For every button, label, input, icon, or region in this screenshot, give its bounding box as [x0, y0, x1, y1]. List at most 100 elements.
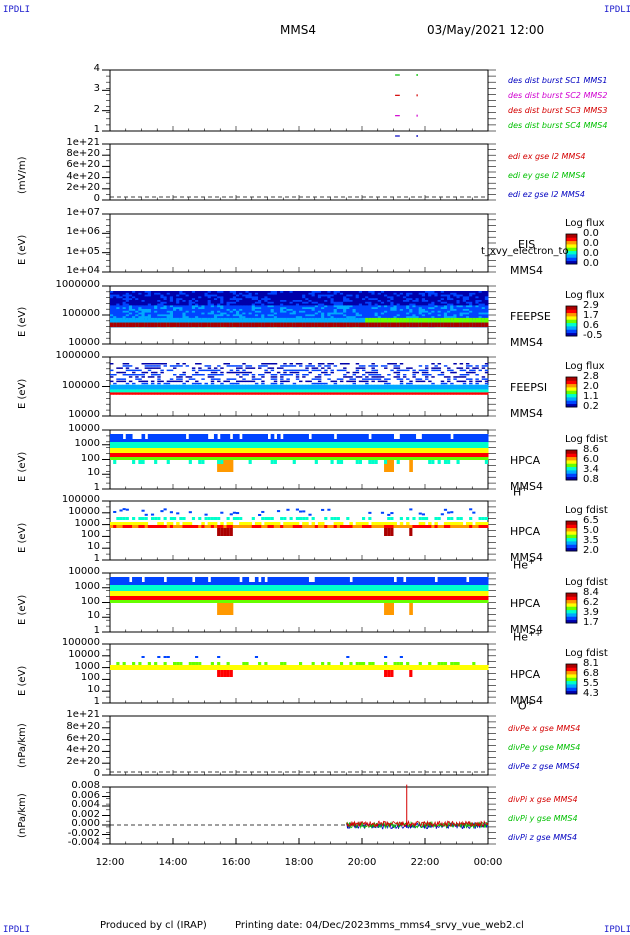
footer-script: mms_mms4_srvy_vue_web2.cl: [370, 920, 524, 931]
x-tick-label: 00:00: [463, 857, 513, 868]
y-tick-label: 1: [94, 625, 100, 636]
instrument-label: FEEPSI: [510, 381, 547, 394]
x-tick-label: 18:00: [274, 857, 324, 868]
y-tick-label: -0.004: [68, 837, 100, 848]
x-tick-label: 20:00: [337, 857, 387, 868]
y-tick-label: 1: [94, 482, 100, 493]
species-charge: +: [527, 698, 534, 707]
y-axis-label: E (eV): [17, 307, 28, 337]
y-tick-label: 1e+05: [66, 246, 100, 257]
footer-printed: Printing date: 04/Dec/2023: [235, 920, 370, 931]
spacecraft-label: MMS4: [510, 407, 543, 420]
y-tick-label: 1000000: [55, 279, 100, 290]
y-tick-label: 1e+06: [66, 226, 100, 237]
x-tick-label: 16:00: [211, 857, 261, 868]
colorbar-tick-label: 0.0: [583, 258, 599, 269]
legend-entry: des dist burst SC4 MMS4: [508, 121, 607, 130]
species-charge: +: [528, 557, 535, 566]
legend-entry: des dist burst SC3 MMS3: [508, 106, 607, 115]
legend-entry: divPe z gse MMS4: [508, 762, 580, 771]
colorbar-tick-label: 0.2: [583, 401, 599, 412]
x-tick-label: 12:00: [85, 857, 135, 868]
legend-entry: divPi x gse MMS4: [508, 795, 578, 804]
y-tick-label: 10000: [68, 423, 100, 434]
x-tick-label: 22:00: [400, 857, 450, 868]
species-name: O: [518, 700, 527, 713]
y-tick-label: 10000: [68, 337, 100, 348]
legend-entry: des dist burst SC2 MMS2: [508, 91, 607, 100]
y-tick-label: 2: [94, 104, 100, 115]
y-tick-label: 4e+20: [66, 744, 100, 755]
legend-entry: divPe y gse MMS4: [508, 743, 580, 752]
y-axis-label: E (eV): [17, 378, 28, 408]
legend-entry: edi ez gse l2 MMS4: [508, 190, 585, 199]
y-axis-label: E (eV): [17, 235, 28, 265]
y-tick-label: 3: [94, 83, 100, 94]
y-tick-label: 100: [81, 596, 100, 607]
y-axis-label: E (eV): [17, 522, 28, 552]
y-tick-label: 1000000: [55, 350, 100, 361]
species-charge: ++: [528, 629, 541, 638]
legend-entry: edi ex gse l2 MMS4: [508, 152, 586, 161]
spacecraft-label: MMS4: [510, 264, 543, 277]
y-tick-label: 10: [87, 684, 100, 695]
y-tick-label: 1000: [75, 661, 100, 672]
spacecraft-label: MMS4: [510, 336, 543, 349]
y-tick-label: 1e+04: [66, 265, 100, 276]
colorbar-tick-label: -0.5: [583, 330, 603, 341]
colorbar-tick-label: 2.0: [583, 545, 599, 556]
y-tick-label: 1000: [75, 518, 100, 529]
y-tick-label: 10000: [68, 649, 100, 660]
y-tick-label: 2e+20: [66, 756, 100, 767]
y-tick-label: 1: [94, 124, 100, 135]
legend-entry: divPe x gse MMS4: [508, 724, 580, 733]
y-tick-label: 4: [94, 63, 100, 74]
y-tick-label: 1000: [75, 581, 100, 592]
y-tick-label: 100: [81, 672, 100, 683]
y-tick-label: 10: [87, 610, 100, 621]
y-tick-label: 1e+21: [66, 709, 100, 720]
instrument-label: HPCA: [510, 597, 540, 610]
instrument-label: FEEPSE: [510, 310, 551, 323]
y-tick-label: 100000: [62, 308, 100, 319]
legend-entry: divPi y gse MMS4: [508, 814, 578, 823]
y-tick-label: 6e+20: [66, 159, 100, 170]
y-tick-label: 8e+20: [66, 721, 100, 732]
y-tick-label: 10: [87, 467, 100, 478]
y-tick-label: 10: [87, 541, 100, 552]
y-tick-label: 10000: [68, 506, 100, 517]
species-label: H+: [513, 484, 528, 499]
y-tick-label: 100000: [62, 494, 100, 505]
instrument-label: HPCA: [510, 668, 540, 681]
legend-entry: divPi z gse MMS4: [508, 833, 577, 842]
species-label: He++: [513, 629, 541, 644]
x-tick-label: 14:00: [148, 857, 198, 868]
y-axis-label: E (eV): [17, 451, 28, 481]
y-axis-label: (nPa/km): [17, 793, 28, 838]
y-axis-label: E (eV): [17, 665, 28, 695]
species-charge: +: [521, 484, 528, 493]
y-tick-label: 10000: [68, 566, 100, 577]
y-axis-label: (mV/m): [17, 157, 28, 195]
species-name: He: [513, 631, 528, 644]
colorbar-tick-label: 0.8: [583, 474, 599, 485]
y-tick-label: 0: [94, 193, 100, 204]
y-tick-label: 1000: [75, 438, 100, 449]
legend-entry: des dist burst SC1 MMS1: [508, 76, 607, 85]
y-tick-label: 1: [94, 553, 100, 564]
footer-produced: Produced by cl (IRAP): [100, 920, 207, 931]
species-name: He: [513, 559, 528, 572]
y-tick-label: 1: [94, 696, 100, 707]
y-axis-label: (nPa/km): [17, 723, 28, 768]
y-axis-label: E (eV): [17, 594, 28, 624]
instrument-label: HPCA: [510, 454, 540, 467]
colorbar-tick-label: 4.3: [583, 688, 599, 699]
legend-entry: edi ey gse l2 MMS4: [508, 171, 586, 180]
species-label: O+: [518, 698, 533, 713]
colorbar-tick-label: 1.7: [583, 617, 599, 628]
y-tick-label: 2e+20: [66, 182, 100, 193]
y-tick-label: 1e+07: [66, 207, 100, 218]
y-tick-label: 4e+20: [66, 171, 100, 182]
instrument-subtitle: t_xvy_electron_to: [481, 246, 569, 257]
